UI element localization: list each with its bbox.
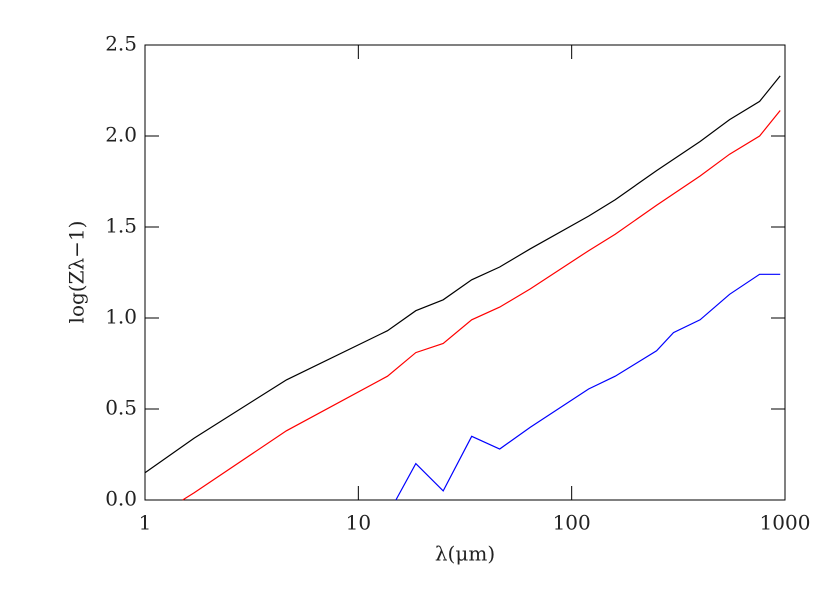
x-tick-label: 1000 [760, 511, 811, 535]
data-line [395, 273, 781, 501]
y-tick-label: 1.5 [105, 214, 137, 238]
y-tick-label: 0.5 [105, 396, 137, 420]
y-tick-label: 2.5 [105, 32, 137, 56]
x-tick-label: 10 [346, 511, 371, 535]
y-axis-label: log(Zλ−1) [65, 221, 89, 324]
data-line [144, 75, 781, 474]
plot-frame [144, 44, 786, 501]
y-tick-label: 0.0 [105, 487, 137, 511]
x-tick-label: 1 [139, 511, 152, 535]
x-axis-label: λ(μm) [435, 542, 495, 566]
x-tick-label: 100 [553, 511, 591, 535]
data-line [182, 110, 781, 501]
y-tick-label: 2.0 [105, 123, 137, 147]
y-tick-label: 1.0 [105, 305, 137, 329]
